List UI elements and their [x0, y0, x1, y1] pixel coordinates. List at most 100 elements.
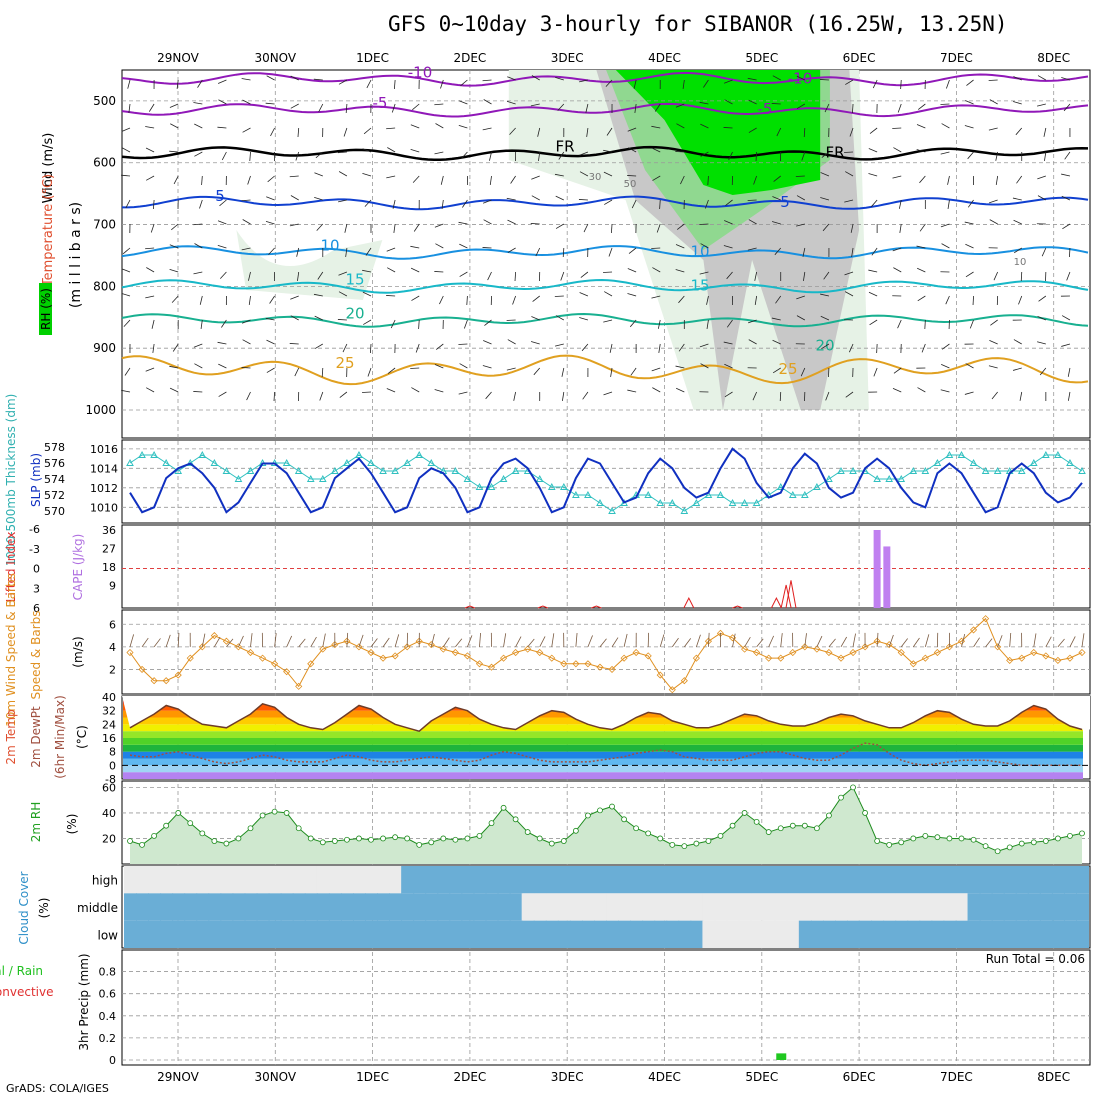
- wind-barb: [728, 151, 733, 161]
- wind-barb: [533, 367, 541, 376]
- wind-barb: [510, 175, 516, 184]
- cloud-cell: [557, 866, 571, 894]
- wind-barb: [265, 102, 275, 105]
- wind-barb: [344, 223, 348, 233]
- cape-bar: [883, 546, 891, 608]
- wind-barb: [579, 292, 589, 297]
- wind-barb: [941, 123, 950, 129]
- rh-marker: [609, 803, 615, 810]
- wind-barb: [441, 199, 444, 209]
- wind-barb: [924, 319, 926, 330]
- wind-barb: [603, 319, 613, 323]
- cloud-cell: [798, 866, 812, 894]
- wind-speed-marker: [150, 677, 158, 685]
- wind-barb: [337, 319, 347, 321]
- wind-barb: [941, 364, 950, 369]
- wind-barb: [676, 387, 685, 393]
- wind-speed-marker: [560, 660, 568, 668]
- wind-barb: [247, 175, 251, 185]
- cloud-cell: [581, 920, 595, 948]
- wind-barb: [1061, 77, 1071, 81]
- cloud-cell: [521, 893, 535, 921]
- slp-tick-label: 1016: [90, 443, 118, 456]
- cloud-cell: [377, 920, 391, 948]
- wind-barb: [366, 79, 372, 89]
- cloud-cell: [690, 920, 704, 948]
- cloud-cell: [786, 866, 800, 894]
- wind-barb: [723, 79, 733, 84]
- rh-marker: [801, 822, 808, 829]
- wind-barb-10m: [394, 634, 400, 647]
- wind-barb: [941, 243, 950, 249]
- wind-barb: [362, 172, 372, 177]
- cloud-cell: [316, 920, 330, 948]
- thickness-marker: [487, 482, 496, 490]
- wind-barb: [652, 175, 661, 181]
- wind-barb: [434, 103, 444, 106]
- li-spike: [683, 597, 695, 609]
- wind-speed-marker: [271, 660, 279, 668]
- cloud-cell: [220, 893, 234, 921]
- date-label-top: 8DEC: [1037, 51, 1070, 65]
- wind-barb: [1069, 247, 1071, 258]
- wind-barb: [290, 315, 299, 321]
- wind-barb: [964, 125, 974, 129]
- cloud-cell: [316, 893, 330, 921]
- cloud-cell: [895, 893, 909, 921]
- cloud-cell: [726, 866, 740, 894]
- wind-barb: [339, 391, 348, 398]
- wind-barb: [537, 127, 541, 137]
- wind-barb-10m: [985, 638, 993, 648]
- wind-barb: [169, 268, 179, 273]
- wind-barb: [172, 343, 179, 352]
- wind-barb: [127, 79, 131, 89]
- thickness-marker: [909, 466, 918, 474]
- cloud-cell: [497, 866, 511, 894]
- rh-legend-swatch: [39, 283, 52, 335]
- wind-barb: [707, 175, 709, 186]
- wind-barb: [241, 78, 251, 81]
- cloud-cell: [473, 920, 487, 948]
- rh-marker: [958, 835, 965, 842]
- cloud-cell: [389, 893, 403, 921]
- wind-barb: [579, 171, 589, 177]
- thickness-marker: [511, 466, 520, 474]
- thickness-marker: [451, 466, 460, 474]
- temp-contour-20: [121, 312, 1089, 328]
- axis-title-temp-unit: (°C): [75, 725, 89, 749]
- cloud-cell: [232, 920, 246, 948]
- wind-barb: [169, 365, 179, 369]
- axis-title-wind-sub: Speed & Barbs: [29, 611, 43, 700]
- cloud-cell: [280, 920, 294, 948]
- wind-barb: [772, 367, 781, 374]
- wind-barb: [1037, 75, 1047, 81]
- wind-barb: [241, 247, 251, 251]
- temp-tick-label: 40: [102, 691, 116, 704]
- wind-barb: [606, 127, 613, 136]
- wind-barb: [362, 148, 372, 153]
- wind-barb: [845, 171, 854, 177]
- rh-marker: [331, 838, 338, 844]
- wind-barb: [1061, 195, 1071, 201]
- temp-contour-5: [122, 195, 1089, 211]
- axis-title-cloud-unit: (%): [37, 898, 51, 919]
- cloud-cell: [666, 893, 680, 921]
- cloud-cell: [365, 920, 379, 948]
- thickness-marker: [668, 498, 677, 506]
- wind-barb: [820, 172, 830, 177]
- wind-barb-10m: [587, 635, 593, 648]
- wind-barb: [1037, 103, 1046, 107]
- wind-barb: [199, 199, 203, 209]
- rh-marker: [946, 835, 953, 842]
- temp-contour-10: [121, 245, 1089, 260]
- wind-barb: [434, 223, 444, 228]
- li-tick-label: -3: [29, 543, 40, 556]
- cloud-cell: [509, 866, 523, 894]
- wind-barb: [562, 247, 565, 258]
- cloud-cell: [1027, 893, 1041, 921]
- thickness-marker: [547, 482, 556, 490]
- wind-barb: [868, 269, 878, 273]
- wind-speed-marker: [367, 648, 375, 657]
- cloud-cell: [834, 866, 848, 894]
- wind-barb: [989, 199, 998, 204]
